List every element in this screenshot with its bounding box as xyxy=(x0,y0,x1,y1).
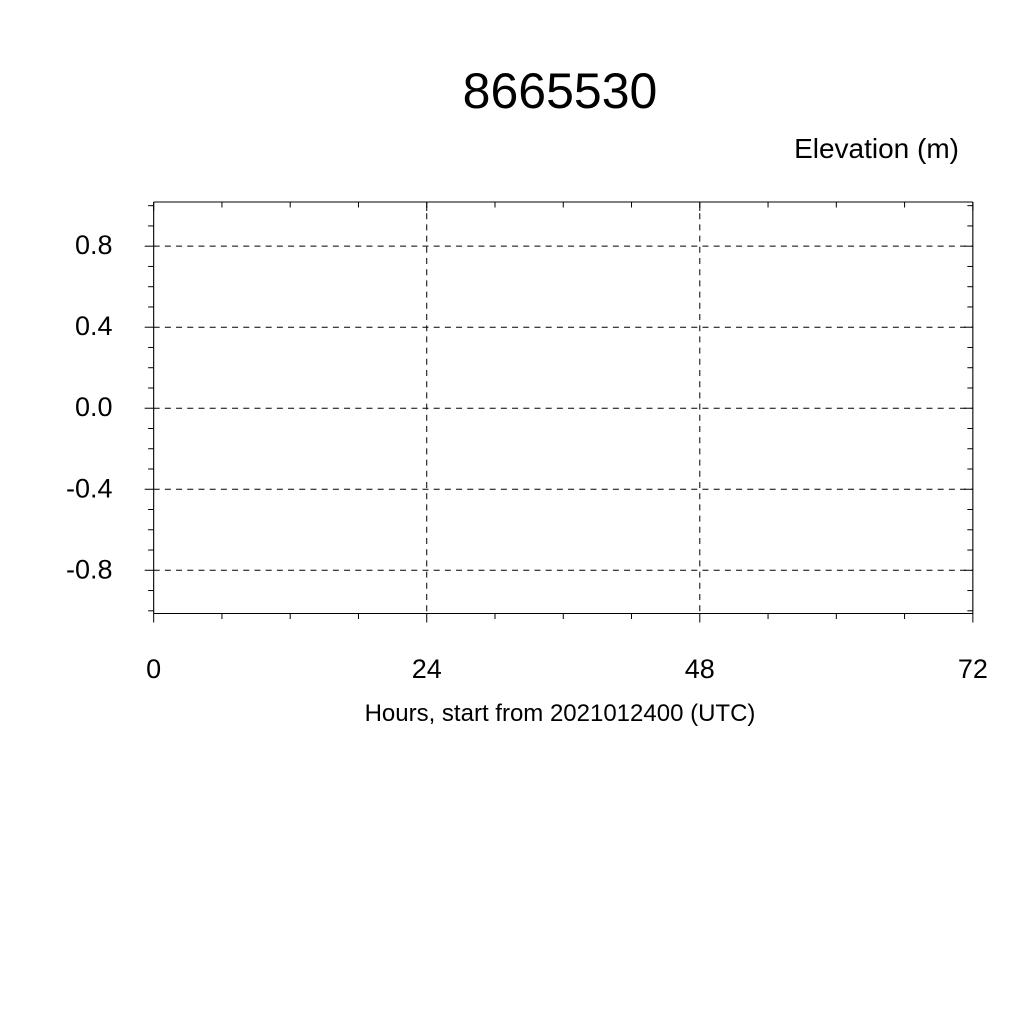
svg-text:-0.8: -0.8 xyxy=(66,554,113,584)
svg-text:0.0: 0.0 xyxy=(75,392,113,422)
svg-text:72: 72 xyxy=(958,654,988,684)
svg-text:48: 48 xyxy=(685,654,715,684)
svg-text:0: 0 xyxy=(146,654,161,684)
svg-text:24: 24 xyxy=(412,654,442,684)
svg-text:0.8: 0.8 xyxy=(75,230,113,260)
svg-text:0.4: 0.4 xyxy=(75,311,113,341)
svg-text:-0.4: -0.4 xyxy=(66,473,113,503)
